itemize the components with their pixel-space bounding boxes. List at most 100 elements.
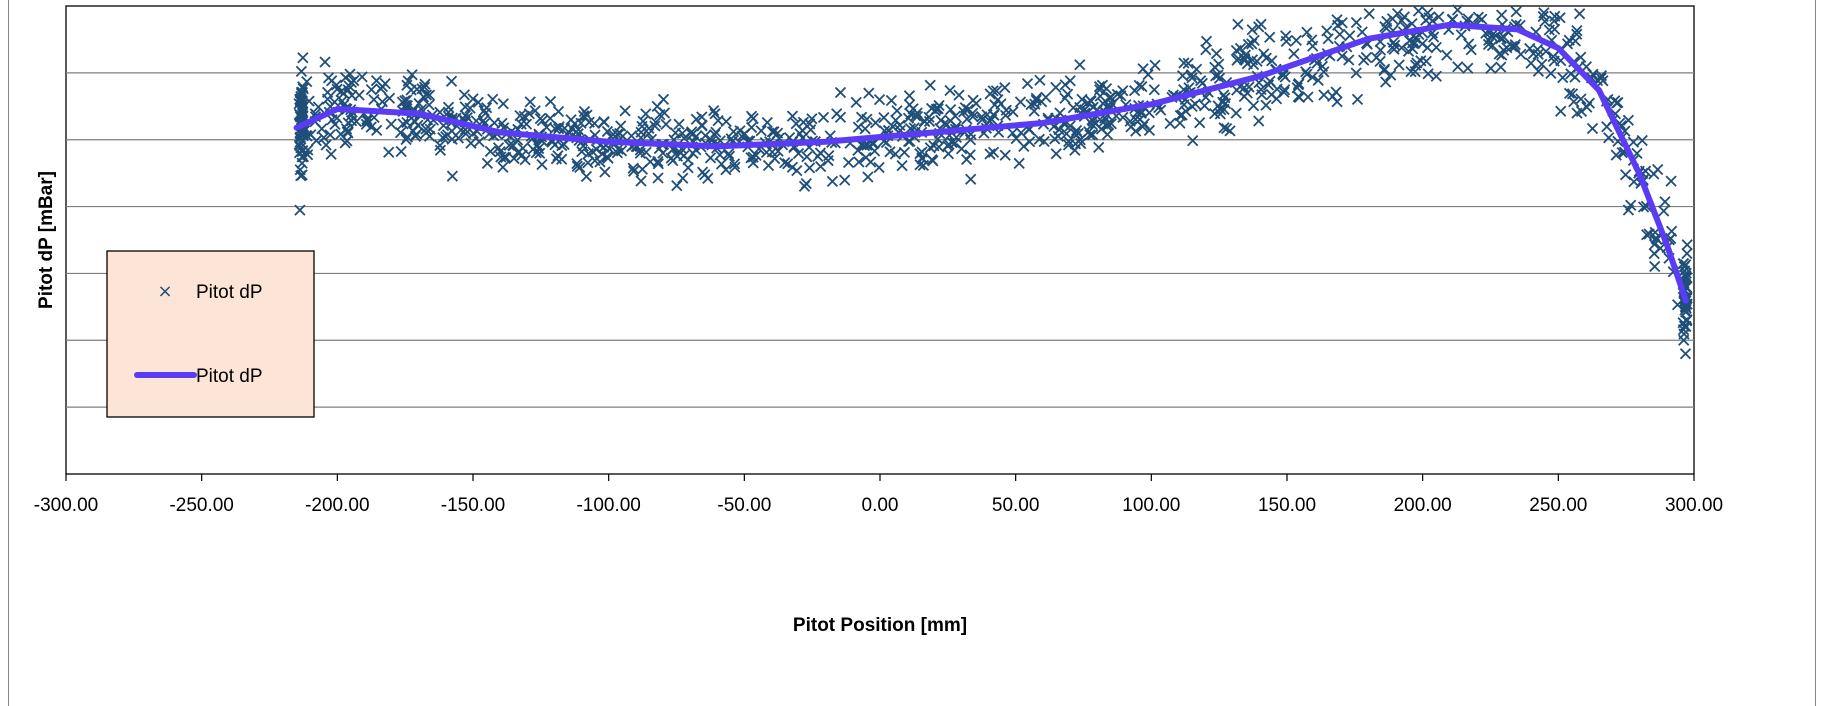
data-point	[295, 65, 308, 78]
data-point	[803, 162, 816, 174]
data-point	[1182, 57, 1194, 70]
x-tick-label: 300.00	[1665, 495, 1723, 516]
data-point	[1069, 127, 1081, 140]
data-point	[959, 102, 971, 114]
data-point	[409, 130, 422, 142]
data-point	[1427, 31, 1440, 43]
data-point	[423, 99, 435, 111]
data-point	[1603, 132, 1615, 144]
data-point	[1007, 106, 1019, 118]
data-point	[371, 124, 383, 137]
data-point	[652, 155, 664, 168]
data-point	[831, 108, 843, 120]
data-point	[745, 152, 757, 164]
data-point	[1246, 24, 1258, 36]
data-point	[660, 118, 672, 130]
data-point	[1306, 34, 1318, 46]
data-point	[1063, 135, 1075, 148]
data-point	[1543, 24, 1555, 36]
data-point	[817, 111, 830, 124]
data-point	[729, 161, 741, 173]
data-point	[1680, 267, 1692, 279]
data-point	[1485, 62, 1497, 75]
data-point	[446, 133, 458, 145]
data-point	[1059, 79, 1071, 91]
data-point	[640, 108, 652, 120]
data-point	[932, 133, 944, 145]
data-point	[699, 169, 711, 181]
data-point	[914, 159, 926, 171]
data-point	[1495, 33, 1507, 45]
data-point	[1422, 68, 1434, 80]
data-point	[1549, 10, 1561, 22]
data-point	[861, 139, 873, 151]
data-point	[930, 103, 943, 115]
data-point	[967, 110, 979, 123]
data-point	[852, 121, 865, 133]
data-point	[1363, 8, 1375, 20]
data-point	[1430, 70, 1442, 82]
data-point	[792, 147, 805, 160]
data-point	[1218, 122, 1230, 134]
data-point	[434, 139, 446, 152]
data-point	[612, 143, 624, 155]
data-point	[619, 105, 631, 117]
data-point	[941, 118, 953, 131]
data-point	[401, 99, 414, 112]
data-point	[1536, 58, 1548, 70]
data-point	[601, 125, 614, 138]
data-point	[1059, 92, 1071, 104]
data-point	[814, 160, 827, 173]
data-point	[878, 111, 890, 124]
data-point	[1239, 49, 1252, 61]
data-point	[356, 71, 368, 83]
data-point	[1256, 89, 1268, 101]
data-point	[953, 89, 965, 101]
data-point	[1209, 61, 1221, 73]
x-tick-label: -250.00	[169, 495, 233, 516]
data-point	[1034, 74, 1046, 86]
data-point	[637, 115, 649, 127]
data-point	[1232, 18, 1244, 31]
data-point	[1622, 114, 1635, 126]
data-point	[852, 144, 864, 157]
data-point	[464, 102, 476, 114]
data-point	[1084, 129, 1096, 141]
data-point	[1678, 261, 1690, 273]
data-point	[1462, 62, 1474, 74]
data-point	[769, 152, 781, 165]
data-point	[992, 94, 1004, 106]
data-point	[1658, 205, 1670, 217]
data-point	[581, 109, 593, 121]
data-point	[1455, 29, 1467, 41]
data-point	[544, 112, 556, 125]
x-tick-label: 200.00	[1394, 495, 1452, 516]
data-point	[1033, 133, 1045, 145]
data-point	[536, 158, 548, 171]
data-point	[411, 83, 423, 95]
data-point	[723, 150, 736, 162]
data-point	[1571, 28, 1583, 40]
data-point	[1148, 84, 1160, 96]
data-point	[896, 159, 908, 172]
data-point	[1463, 38, 1475, 50]
data-point	[598, 115, 610, 128]
data-point	[498, 151, 510, 163]
data-point	[1213, 72, 1226, 84]
data-point	[1164, 117, 1176, 130]
data-point	[582, 147, 595, 160]
data-point	[935, 114, 947, 126]
data-point	[1196, 77, 1208, 90]
x-tick-label: 50.00	[992, 495, 1040, 516]
data-point	[571, 160, 583, 172]
x-tick-label: 250.00	[1529, 495, 1587, 516]
data-point	[565, 114, 577, 126]
data-point	[710, 126, 722, 138]
data-point	[339, 137, 351, 149]
data-point	[1264, 75, 1276, 87]
data-point	[859, 123, 871, 135]
data-point	[1074, 101, 1086, 114]
data-point	[1212, 100, 1224, 112]
x-axis-ticks: -300.00 -250.00 -200.00 -150.00 -100.00 -50.0…	[34, 474, 1723, 516]
